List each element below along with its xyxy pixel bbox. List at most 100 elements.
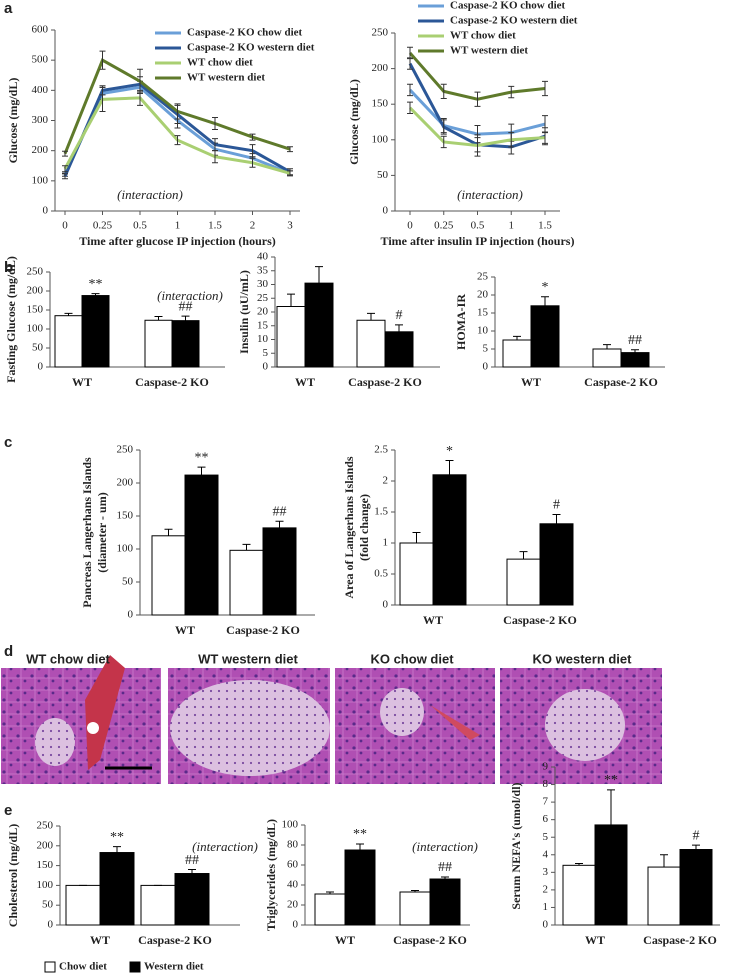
bar [594,824,628,926]
y-tick-label: 0 [293,919,299,931]
y-tick-label: 0 [263,361,269,373]
legend-label: WT chow diet [187,57,253,69]
significance-marker: * [446,444,453,459]
y-axis-label: Glucose (mg/dL) [347,79,361,165]
y-tick-label: 20 [287,899,299,911]
error-bar [113,846,121,853]
bar [99,852,135,926]
y-tick-label: 0 [38,361,44,373]
bar [304,282,334,368]
x-tick-label: 0.25 [93,220,113,232]
error-bar [660,854,668,868]
error-bar [212,116,218,131]
y-tick-label: 100 [117,543,134,555]
error-bar [508,85,515,99]
y-tick-label: 25 [257,292,269,304]
x-tick-label: Caspase-2 KO [643,933,717,947]
y-tick-label: 0.5 [374,568,388,580]
legend-label: WT western diet [187,72,265,84]
micrograph-title: WT chow diet [26,651,110,666]
bar [151,535,186,616]
x-tick-label: WT [423,613,443,627]
error-bar [552,513,561,524]
significance-marker: ## [179,299,193,314]
y-axis-label: Glucose (mg/dL) [6,78,20,164]
x-tick-label: Caspase-2 KO [138,933,212,947]
y-tick-label: 50 [377,169,389,181]
legend-label: Chow diet [59,961,107,973]
y-tick-label: 20 [257,306,269,318]
bar [562,864,596,926]
bar [344,849,376,926]
bar [81,295,110,368]
error-bar [64,312,73,316]
error-bar [411,890,419,892]
x-tick-label: 3 [287,220,293,232]
significance-marker: ## [273,504,287,519]
y-tick-label: 80 [287,839,299,851]
error-bar [513,335,521,340]
bar [429,878,461,926]
significance-marker: ## [628,333,642,348]
x-tick-label: WT [72,375,92,389]
x-tick-label: Caspase-2 KO [393,933,467,947]
error-bar [407,83,413,97]
y-tick-label: 100 [372,133,389,145]
error-bar [508,132,515,148]
x-tick-label: Caspase-2 KO [226,623,300,637]
y-tick-label: 200 [27,285,44,297]
y-tick-label: 1 [543,901,549,913]
y-tick-label: 100 [282,819,299,831]
y-tick-label: 250 [27,266,44,278]
x-tick-label: 0.5 [471,220,485,232]
bar [356,319,386,368]
y-tick-label: 200 [117,477,134,489]
y-tick-label: 0 [128,609,134,621]
legend-label: Caspase-2 KO chow diet [187,27,303,39]
y-tick-label: 2.5 [374,444,388,456]
x-tick-label: WT [175,623,195,637]
bar [502,339,532,368]
y-tick-label: 5 [263,347,269,359]
micrograph-title: KO western diet [533,651,633,666]
bar [65,884,101,926]
y-tick-label: 50 [32,342,44,354]
significance-marker: ** [195,450,209,465]
panel-label: e [4,802,12,819]
error-bar [474,134,481,157]
significance-marker: ** [89,277,103,292]
y-axis-label: Insulin (uU/mL) [237,270,251,354]
y-axis-label: (diameter - um) [95,492,109,572]
error-bar [542,80,548,97]
legend-label: Western diet [144,961,204,973]
bar [506,558,541,606]
error-bar [242,543,251,551]
significance-marker: ** [110,830,124,845]
y-axis-label: Fasting Glucose (mg/dL) [4,256,18,383]
x-tick-label: Caspase-2 KO [503,613,577,627]
y-tick-label: 9 [543,761,549,773]
x-tick-label: WT [90,933,110,947]
bar [399,542,434,606]
y-tick-label: 8 [543,778,549,790]
significance-marker: * [542,280,549,295]
x-axis-label: Time after glucose IP injection (hours) [79,234,276,248]
bar [174,873,210,926]
significance-marker: # [396,308,403,323]
error-bar [445,460,454,475]
error-bar [197,466,206,476]
y-tick-label: 4 [543,848,549,860]
y-tick-label: 25 [477,271,489,283]
error-bar [62,165,68,173]
bar [140,884,176,926]
y-tick-label: 50 [42,899,54,911]
micrograph [335,668,495,784]
y-axis-label: Pancreas Langerhans Islands [80,457,94,608]
error-bar [181,315,190,321]
error-bar [692,844,700,850]
error-bar [542,131,548,144]
x-tick-label: 2 [250,220,256,232]
micrograph [500,668,662,784]
x-tick-label: 1.5 [208,220,222,232]
bar [314,893,346,926]
